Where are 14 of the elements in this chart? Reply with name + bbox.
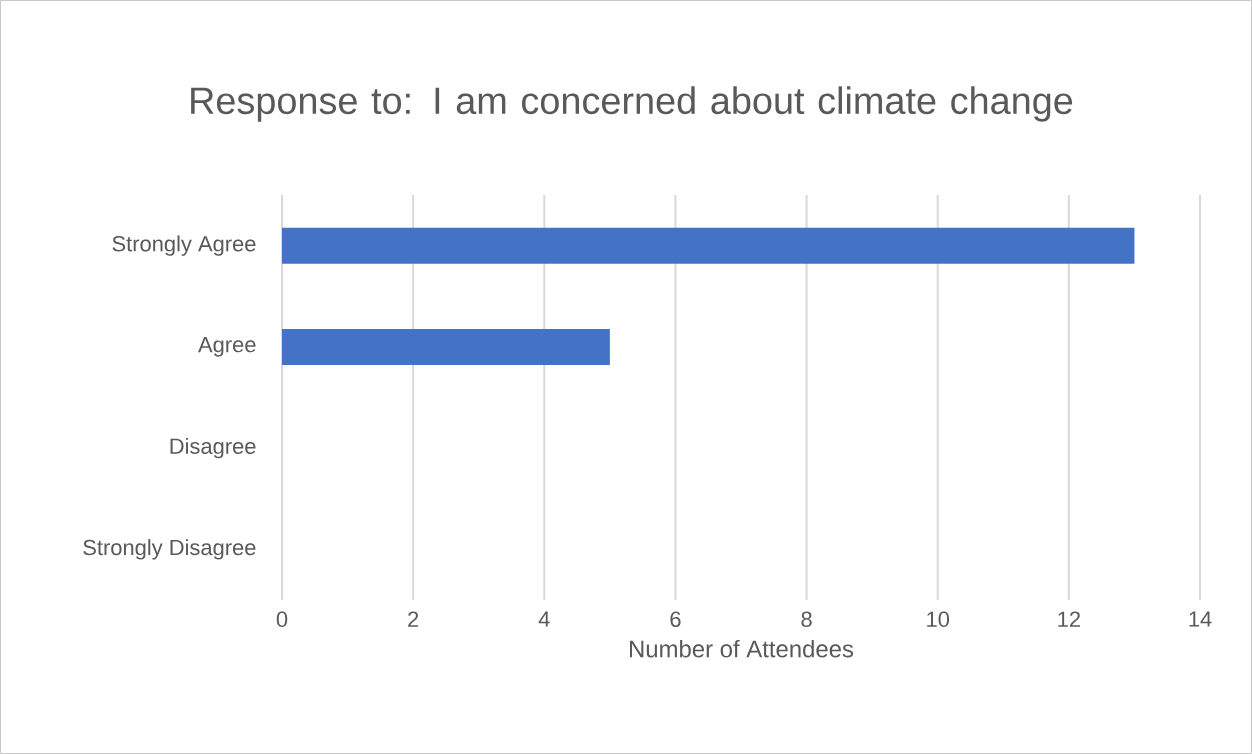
y-tick-label: Agree (198, 337, 256, 357)
x-tick-label: 0 (276, 611, 288, 628)
x-tick-label: 2 (408, 611, 419, 627)
chart-title: Response to: I am concerned about climate change (191, 86, 1073, 122)
x-tick-label: 8 (801, 611, 812, 628)
x-tick-label: 10 (927, 611, 950, 628)
y-tick-label: Strongly Disagree (83, 539, 256, 560)
x-tick-label: 12 (1058, 611, 1080, 627)
x-tick-label: 4 (538, 611, 550, 627)
x-tick-label: 6 (670, 611, 681, 628)
x-tick-label: 14 (1189, 611, 1212, 627)
y-tick-label: Disagree (170, 437, 256, 459)
x-axis-title: Number of Attendees (630, 639, 854, 658)
y-tick-label: Strongly Agree (112, 235, 256, 256)
